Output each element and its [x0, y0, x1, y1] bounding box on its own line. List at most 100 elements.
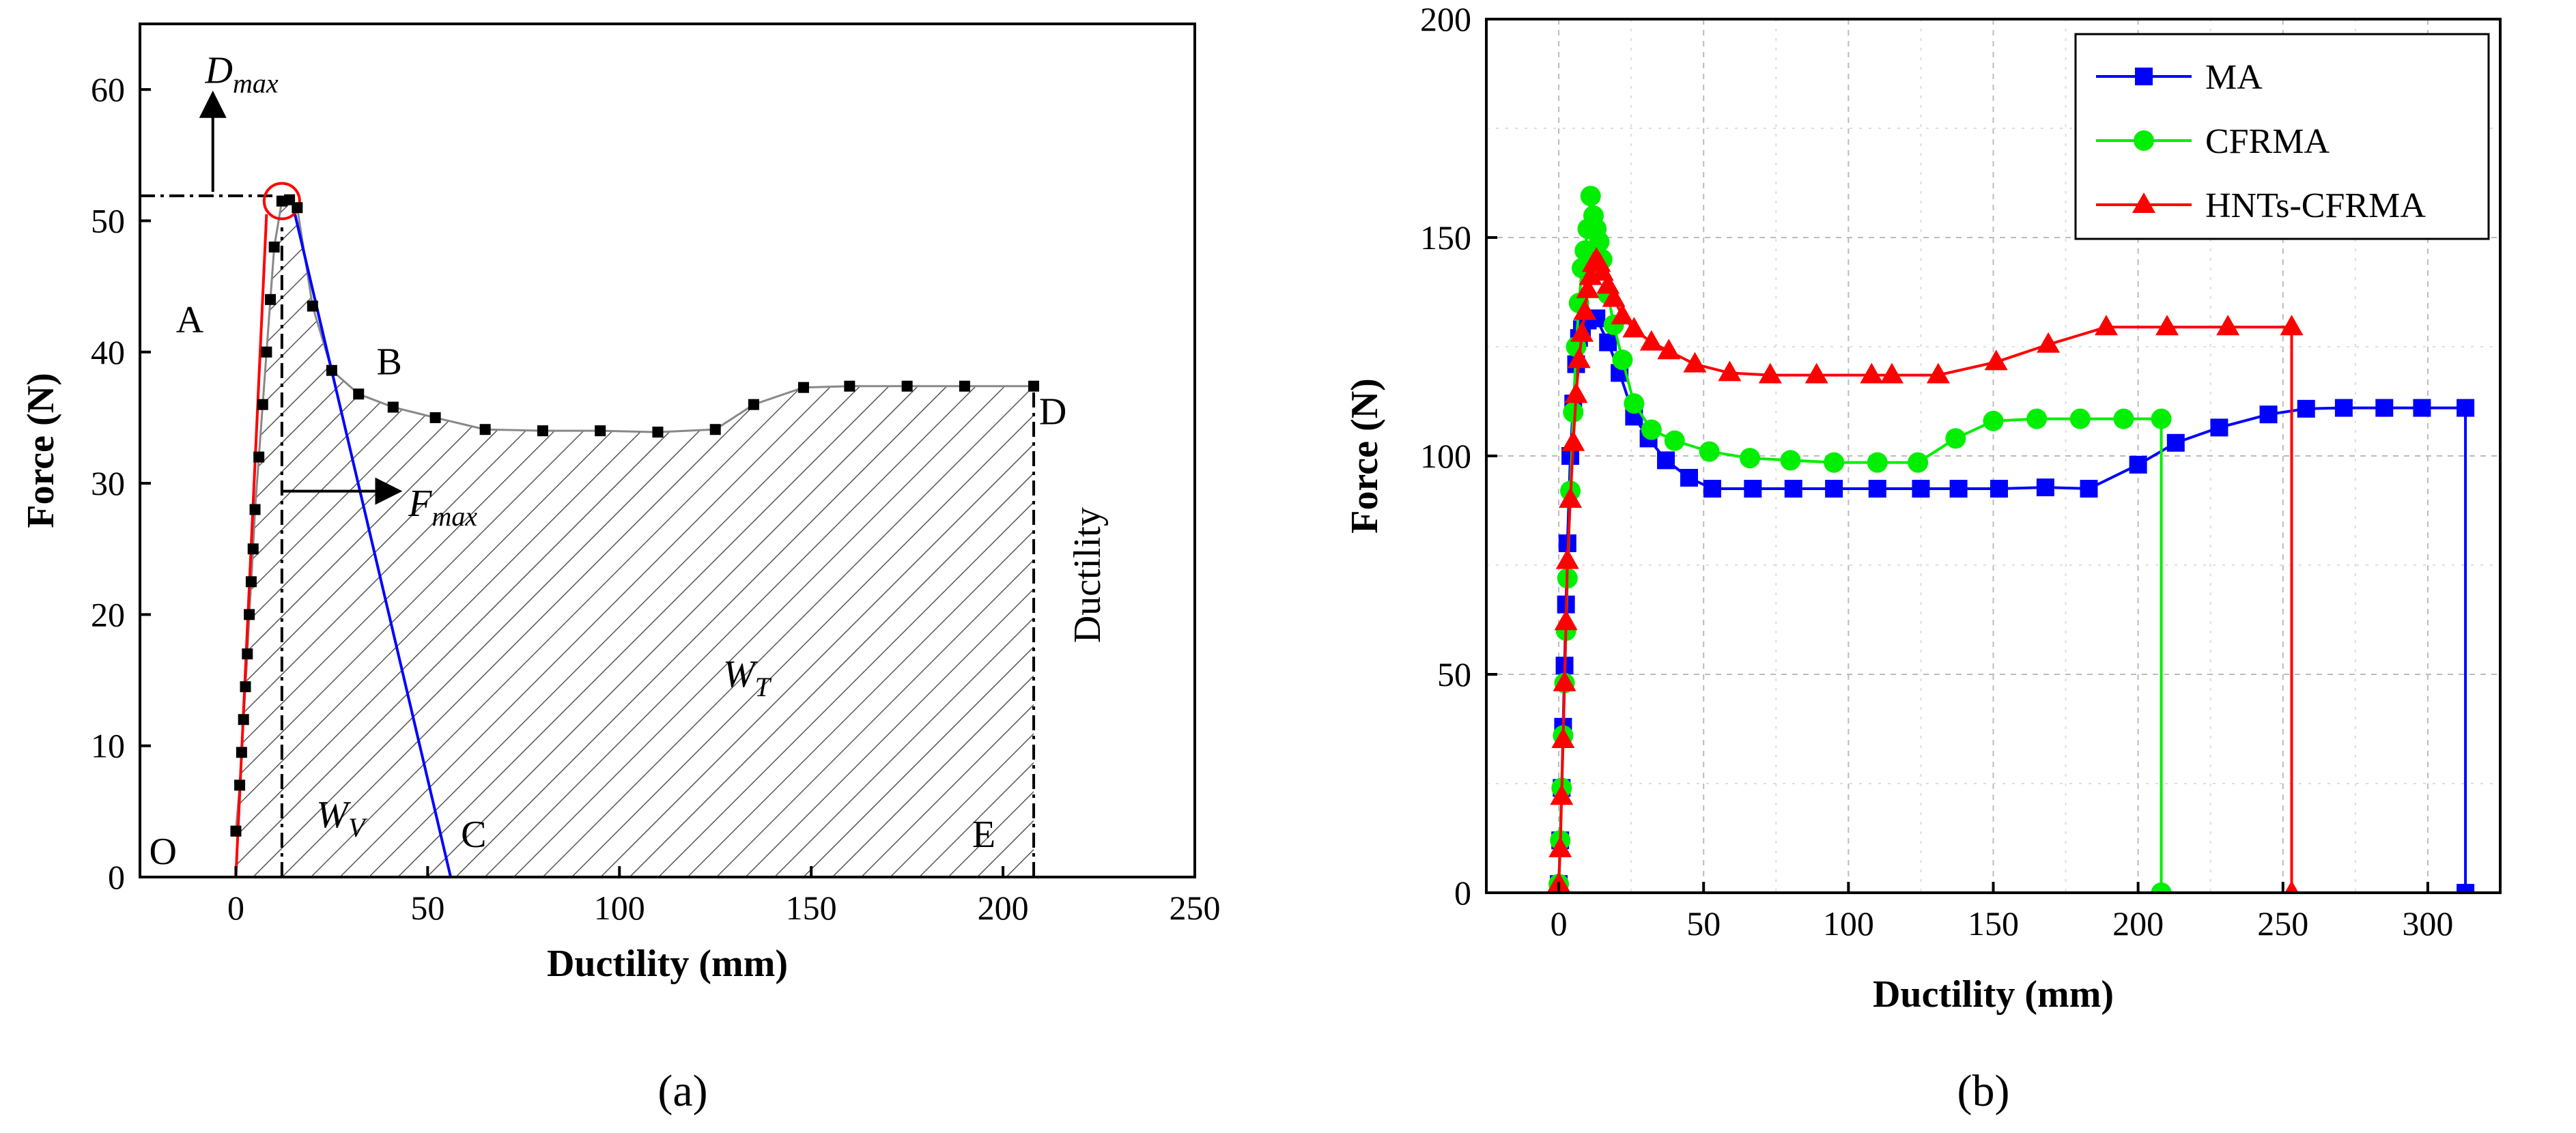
legend-label: CFRMA [2205, 122, 2330, 161]
data-point [1624, 393, 1645, 414]
series-ma [1550, 309, 2475, 893]
annotation-wv: WV [316, 794, 368, 843]
data-point [797, 382, 809, 393]
series-hnts-cfrma [1547, 247, 2304, 893]
y-tick-label: 60 [91, 70, 125, 109]
data-point [2036, 478, 2054, 497]
data-point [1611, 304, 1634, 325]
annotation-o: O [149, 831, 176, 873]
data-point [1680, 469, 1698, 487]
data-point [1867, 452, 1888, 473]
data-point [1657, 451, 1675, 470]
panel-a-x-axis-label: Ductility (mm) [547, 943, 788, 985]
data-point [2457, 884, 2475, 893]
data-point [1550, 784, 1574, 805]
legend-label: HNTs-CFRMA [2205, 186, 2426, 225]
data-point [249, 504, 261, 515]
data-point [479, 424, 491, 435]
annotation-dmax: Dmax [205, 50, 279, 99]
panel-a-annotations: Dmax Fmax A B C D E O WT WV Ductility [149, 50, 1109, 873]
data-point [1683, 352, 1707, 373]
panel-b-data-series [1547, 186, 2475, 893]
x-tick-label: 50 [1686, 904, 1721, 943]
annotation-c: C [461, 814, 486, 856]
data-point [1718, 360, 1742, 382]
data-point [1860, 362, 1884, 384]
chart-panel-b: 0 50 100 150 200 250 300 0 50 100 150 200 Ductilit… [1344, 0, 2502, 1016]
data-point [1926, 362, 1950, 384]
data-point [2129, 455, 2147, 474]
panel-a-construction-lines [140, 90, 1036, 878]
panel-b-x-axis-label: Ductility (mm) [1873, 973, 2114, 1016]
data-point [1780, 450, 1801, 471]
series-line [1557, 195, 2163, 893]
data-point [1744, 480, 1762, 498]
y-tick-label: 10 [91, 727, 125, 765]
data-point [253, 451, 265, 463]
x-tick-label: 50 [410, 889, 444, 927]
annotation-e: E [972, 814, 995, 856]
data-point [844, 380, 855, 392]
x-tick-label: 250 [2257, 904, 2308, 943]
data-point [1740, 448, 1761, 469]
data-point [1703, 480, 1721, 498]
data-point [709, 424, 721, 435]
y-tick-label: 0 [1454, 874, 1471, 912]
y-tick-label: 40 [91, 333, 125, 371]
data-point [1561, 430, 1585, 451]
x-tick-label: 100 [1823, 904, 1874, 943]
data-point [387, 401, 399, 413]
data-point [2069, 408, 2091, 429]
x-tick-label: 300 [2402, 904, 2453, 943]
legend-label: MA [2205, 58, 2263, 97]
data-point [1028, 380, 1040, 392]
panel-a-y-ticks: 0 10 20 30 40 50 60 [91, 70, 151, 896]
data-point [1602, 286, 1626, 307]
x-tick-label: 150 [786, 889, 837, 927]
data-point [2334, 399, 2353, 417]
data-point [1945, 428, 1966, 449]
data-point [2094, 315, 2118, 336]
data-point [959, 380, 970, 392]
data-point [2280, 315, 2304, 336]
data-point [307, 300, 318, 312]
data-point [2216, 315, 2240, 336]
data-point [1589, 231, 1610, 253]
data-point [2037, 332, 2061, 353]
data-point [1912, 480, 1930, 498]
data-point [748, 399, 759, 410]
data-point [1576, 277, 1600, 298]
unloading-line [292, 207, 453, 878]
data-point [2151, 408, 2172, 429]
data-point [1758, 362, 1782, 384]
data-point [1570, 321, 1594, 342]
legend-item-hnts-cfrma: HNTs-CFRMA [2096, 186, 2426, 225]
series-cfrma [1548, 186, 2172, 893]
data-point [1984, 349, 2008, 371]
data-point [236, 747, 247, 758]
data-point [257, 399, 268, 410]
data-point [1622, 317, 1646, 338]
data-point [1580, 186, 1601, 207]
panel-b-y-axis-label: Force (N) [1344, 378, 1386, 534]
data-point [1641, 419, 1662, 440]
legend-item-ma: MA [2096, 58, 2263, 97]
annotation-fmax: Fmax [408, 483, 477, 532]
data-point [2210, 418, 2228, 437]
annotation-d: D [1039, 391, 1066, 433]
data-point [1699, 441, 1720, 462]
area-wt [236, 199, 1034, 877]
chart-panel-a: 0 50 100 150 200 250 0 10 20 30 40 50 60 Ductility … [20, 23, 1221, 985]
data-point [1784, 480, 1802, 498]
y-tick-label: 30 [91, 464, 125, 502]
legend-marker [2135, 68, 2153, 85]
data-point [2151, 883, 2172, 893]
data-point [901, 380, 913, 392]
data-point [234, 779, 246, 791]
data-point [244, 609, 255, 620]
annotation-wt: WT [723, 653, 772, 702]
data-point [1825, 480, 1843, 498]
data-point [1551, 728, 1575, 748]
panel-a-frame [139, 23, 1196, 878]
